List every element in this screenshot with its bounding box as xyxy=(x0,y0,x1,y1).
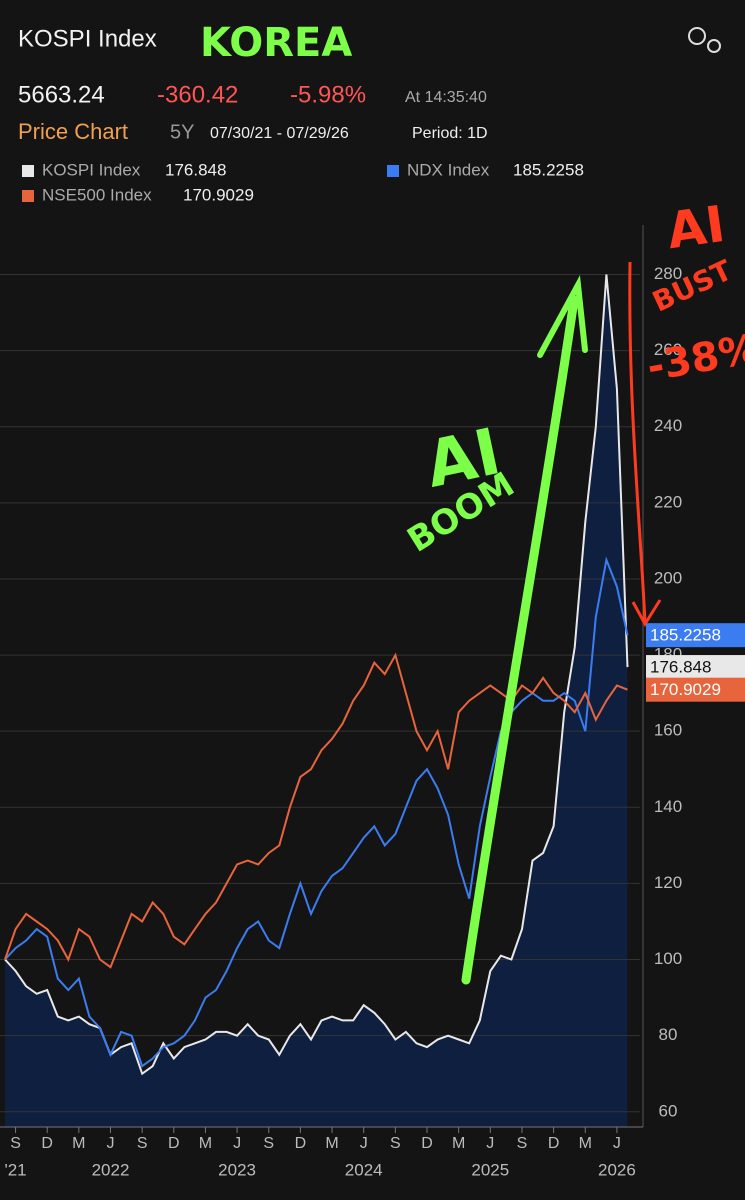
legend-swatch xyxy=(387,165,399,177)
area xyxy=(5,274,628,1127)
x-tick-label: M xyxy=(199,1135,212,1152)
x-tick-label: M xyxy=(325,1135,338,1152)
bust-arrow-head xyxy=(631,599,662,627)
x-tick-label: D xyxy=(548,1135,560,1152)
legend-swatch xyxy=(22,190,34,202)
boom-arrow-head xyxy=(537,275,588,358)
last-value-label: 170.9029 xyxy=(650,680,721,699)
legend-value: 176.848 xyxy=(165,160,226,179)
last-value-box xyxy=(646,623,745,648)
x-tick-label: M xyxy=(452,1135,465,1152)
x-tick-label: J xyxy=(107,1135,115,1152)
x-tick-label: J xyxy=(233,1135,241,1152)
x-year-label: 2023 xyxy=(218,1160,256,1179)
change: -360.42 xyxy=(157,81,238,108)
range[interactable]: 5Y xyxy=(170,121,194,143)
legend-value: 185.2258 xyxy=(513,160,584,179)
x-tick-label: D xyxy=(295,1135,307,1152)
tab[interactable]: Price Chart xyxy=(18,119,128,144)
legend-name: KOSPI Index xyxy=(42,160,141,179)
y-tick-label: 120 xyxy=(654,873,682,892)
x-tick-label: S xyxy=(137,1135,148,1152)
line xyxy=(4,652,628,969)
change-pct: -5.98% xyxy=(290,81,366,108)
annotation: AI xyxy=(663,195,728,260)
x-tick-label: J xyxy=(613,1135,621,1152)
x-tick-label: M xyxy=(72,1135,85,1152)
y-tick-label: 280 xyxy=(654,264,682,283)
x-year-label: 2024 xyxy=(345,1160,383,1179)
y-tick-label: 160 xyxy=(654,721,682,740)
x-tick-label: J xyxy=(486,1135,494,1152)
x-tick-label: M xyxy=(579,1135,592,1152)
x-tick-label: S xyxy=(10,1135,21,1152)
title: KOSPI Index xyxy=(18,25,157,52)
annotation: AI xyxy=(420,415,507,503)
legend-name: NSE500 Index xyxy=(42,185,152,204)
period: Period: 1D xyxy=(412,125,488,142)
time: At 14:35:40 xyxy=(405,89,487,106)
y-tick-label: 240 xyxy=(654,416,682,435)
x-tick-label: S xyxy=(390,1135,401,1152)
price: 5663.24 xyxy=(18,81,105,108)
y-tick-label: 200 xyxy=(654,568,682,587)
last-value-label: 185.2258 xyxy=(650,626,721,645)
dates: 07/30/21 - 07/29/26 xyxy=(210,125,349,142)
last-value-label: 176.848 xyxy=(650,658,711,677)
line xyxy=(4,556,629,1068)
last-value-box xyxy=(646,655,745,680)
x-tick-label: D xyxy=(421,1135,433,1152)
legend-name: NDX Index xyxy=(407,160,490,179)
annotation-arrows xyxy=(461,261,662,985)
bust-arrow xyxy=(628,261,647,623)
last-value-box xyxy=(646,677,745,702)
settings-icon[interactable] xyxy=(688,27,721,53)
y-tick-label: 60 xyxy=(659,1101,678,1120)
annotation: KOREA xyxy=(200,20,352,66)
legend-swatch xyxy=(22,165,34,177)
gear xyxy=(688,27,706,45)
y-tick-label: 80 xyxy=(659,1025,678,1044)
x-tick-label: D xyxy=(168,1135,180,1152)
x-year-label: '21 xyxy=(4,1160,26,1179)
x-tick-label: J xyxy=(360,1135,368,1152)
x-tick-label: S xyxy=(517,1135,528,1152)
x-year-label: 2022 xyxy=(92,1160,130,1179)
y-tick-label: 140 xyxy=(654,797,682,816)
y-tick-label: 260 xyxy=(654,340,682,359)
legend-value: 170.9029 xyxy=(183,185,254,204)
x-year-label: 2025 xyxy=(471,1160,509,1179)
x-year-label: 2026 xyxy=(598,1160,636,1179)
y-tick-label: 220 xyxy=(654,492,682,511)
boom-arrow xyxy=(461,295,579,985)
x-tick-label: D xyxy=(41,1135,53,1152)
gear xyxy=(707,39,721,53)
x-tick-label: S xyxy=(263,1135,274,1152)
y-tick-label: 100 xyxy=(654,949,682,968)
